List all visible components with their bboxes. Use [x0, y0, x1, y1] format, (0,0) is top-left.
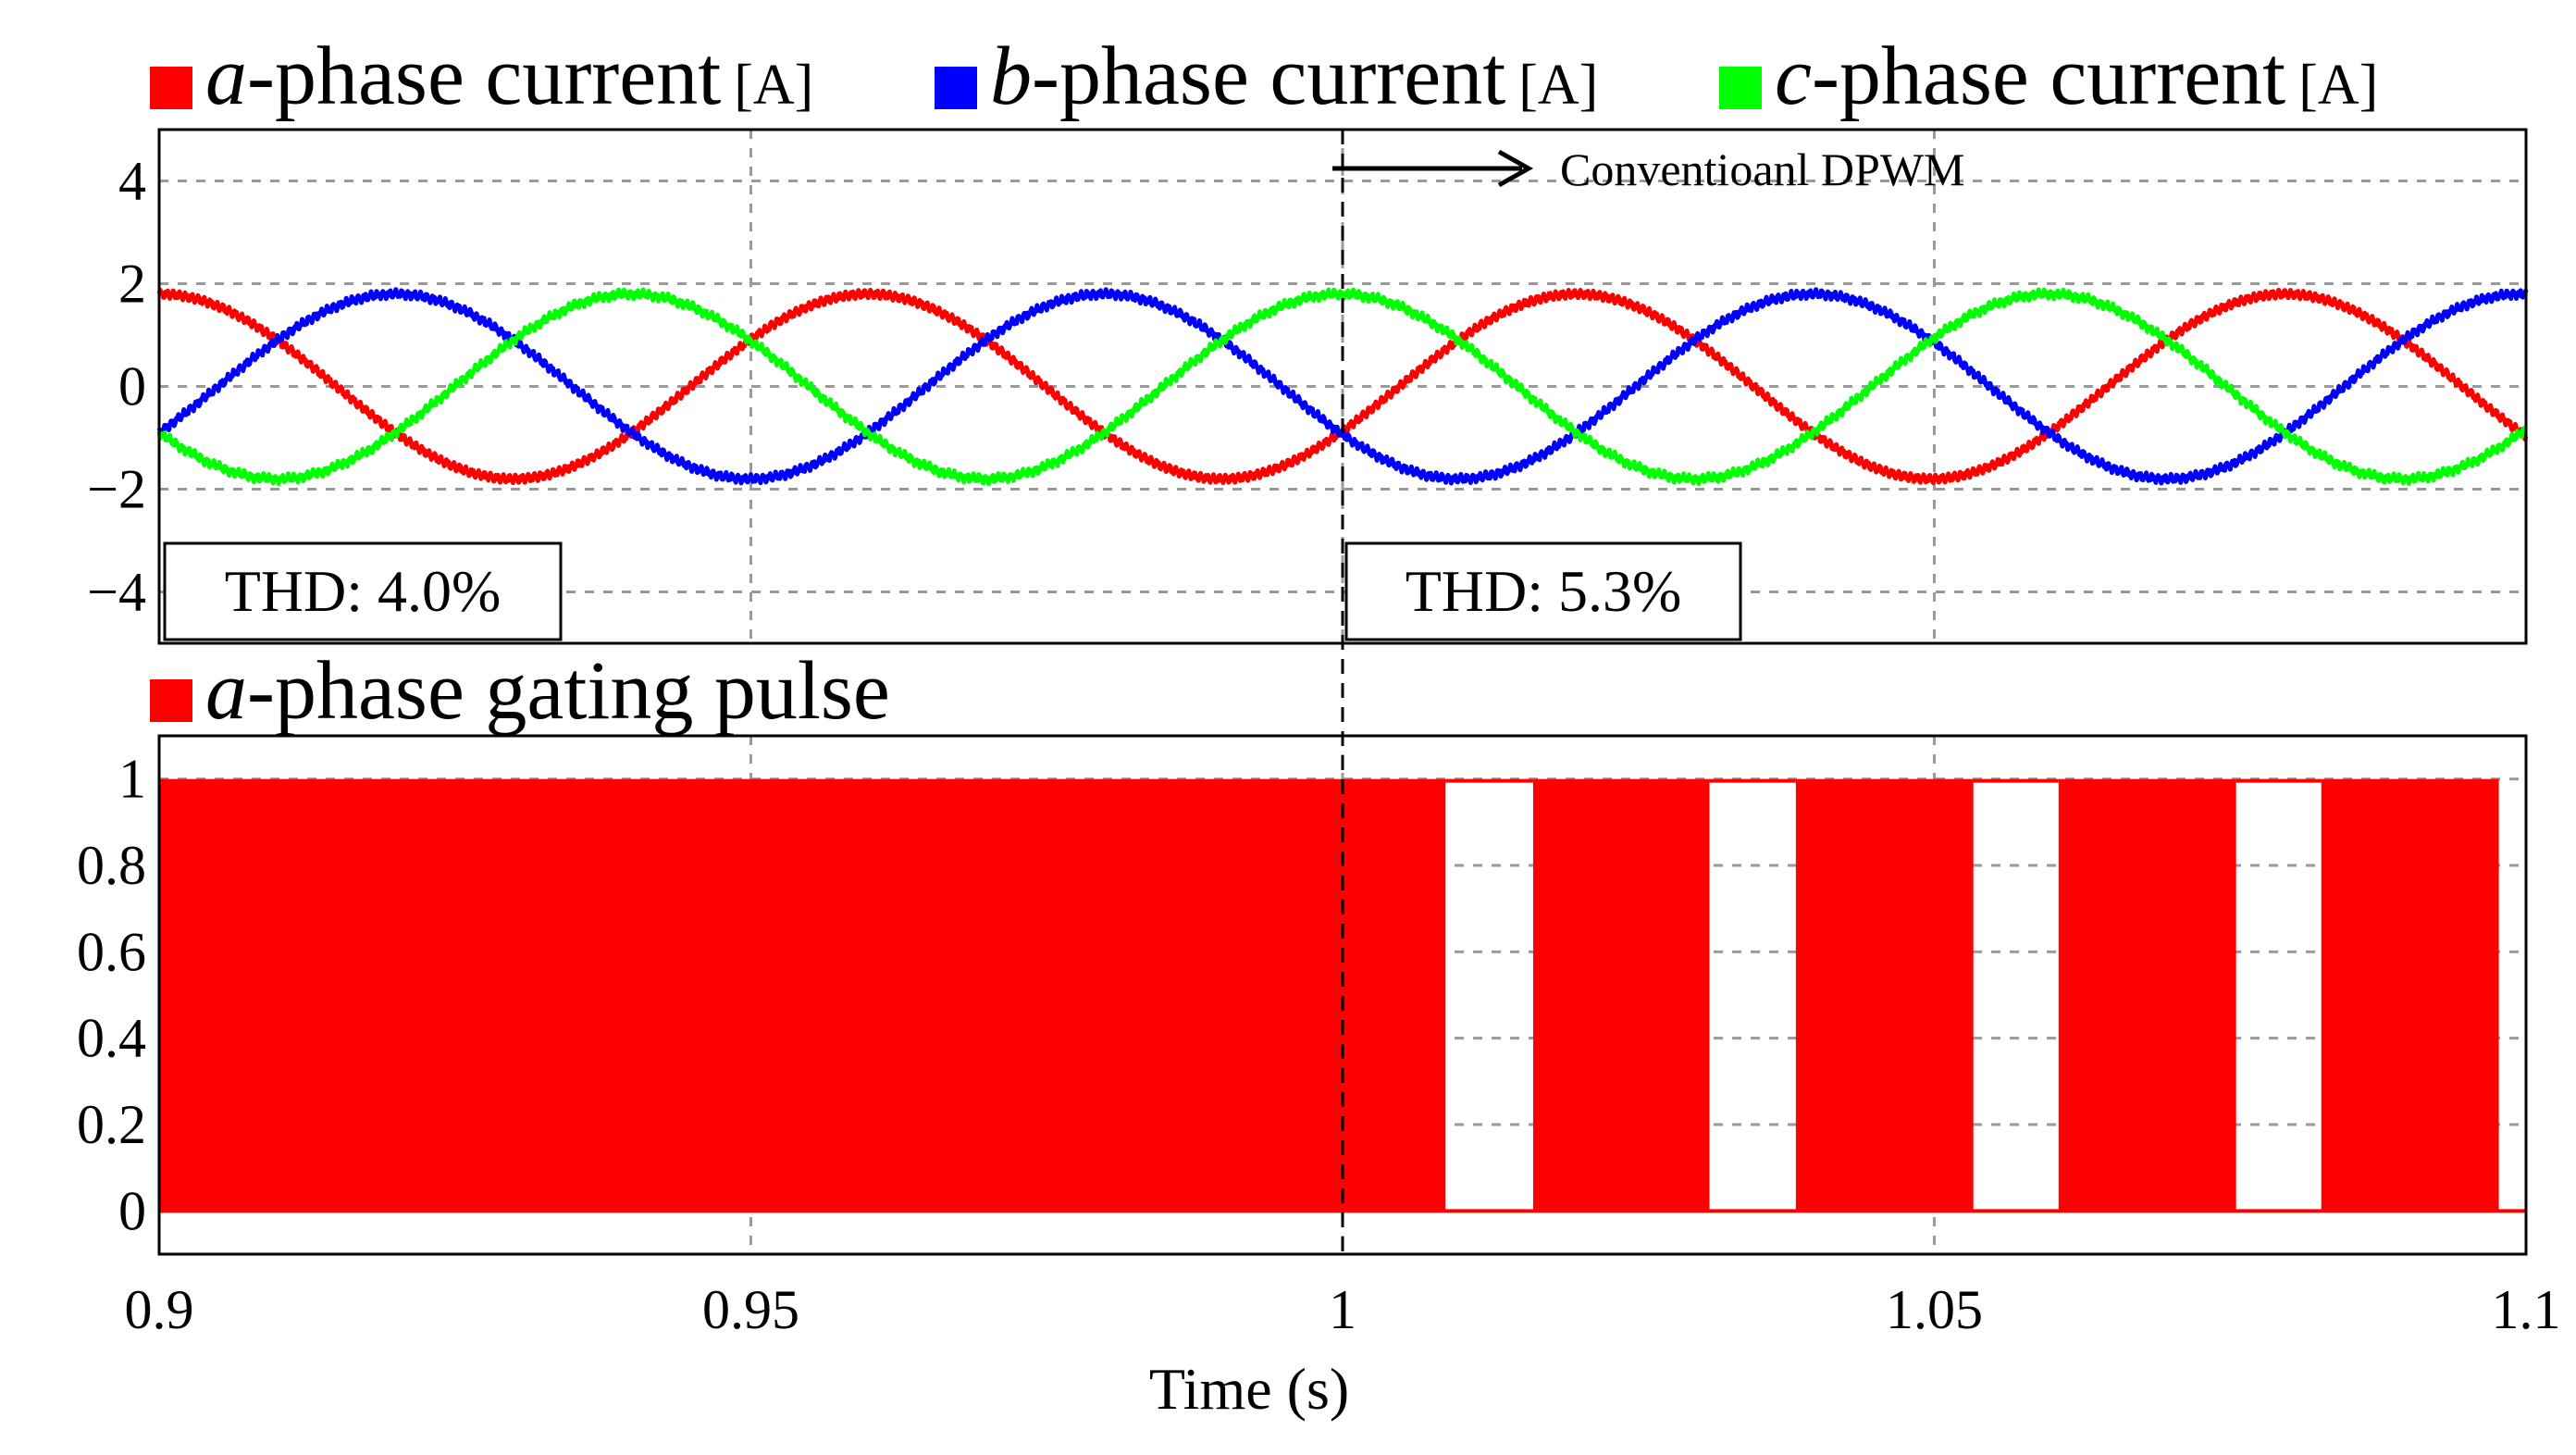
- gating-y-tick-label: 0.8: [77, 835, 146, 896]
- legend-label-c: -phase current: [1812, 31, 2285, 122]
- gating-y-tick-label: 0.4: [77, 1008, 146, 1069]
- thd-left-label: THD: 4.0%: [225, 558, 502, 624]
- x-tick-label: 1.1: [2492, 1279, 2561, 1340]
- thd-left-frame: [163, 541, 563, 641]
- legend-swatch-b: [935, 67, 977, 109]
- gating-y-tick-label: 0.2: [77, 1094, 146, 1155]
- legend-unit-a: [A]: [734, 54, 813, 117]
- current-y-tick-label: 2: [118, 254, 146, 315]
- legend-entry-c: c-phase current [A]: [1775, 31, 2378, 122]
- x-tick-label: 0.95: [702, 1279, 799, 1340]
- current-series-c: [156, 287, 2528, 486]
- current-y-tick-label: −2: [87, 459, 146, 520]
- thd-right-frame: [1344, 541, 1742, 641]
- gating-pulse-0: [159, 778, 1446, 1212]
- gating-y-tick-label: 0: [118, 1180, 146, 1241]
- thd-right-box: THD: 5.3%: [1344, 541, 1742, 641]
- legend-entry-gating: a-phase gating pulse: [205, 645, 890, 737]
- gating-pulse-4: [2321, 778, 2499, 1212]
- gating-legend: a-phase gating pulse: [150, 645, 890, 737]
- legend-entry-b: b-phase current [A]: [990, 31, 1598, 122]
- current-y-ticks: 4 2 0 −2 −4: [87, 151, 146, 623]
- arrow-label: Conventioanl DPWM: [1560, 143, 1964, 195]
- time-x-ticks: 0.9 0.95 1 1.05 1.1: [125, 1279, 2561, 1340]
- x-tick-label: 0.9: [125, 1279, 194, 1340]
- gating-y-ticks: 1 0.8 0.6 0.4 0.2 0: [77, 749, 146, 1242]
- current-y-tick-label: −4: [87, 562, 146, 623]
- thd-right-label: THD: 5.3%: [1406, 558, 1682, 624]
- x-tick-label: 1.05: [1886, 1279, 1983, 1340]
- legend-swatch-a: [150, 67, 192, 109]
- gating-y-tick-label: 0.6: [77, 921, 146, 982]
- legend-entry-a: a-phase current [A]: [205, 31, 813, 122]
- legend-unit-c: [A]: [2298, 54, 2378, 117]
- legend-var-gating: a: [205, 645, 247, 737]
- arrow-head-icon: [1497, 149, 1534, 188]
- gating-pulse-2: [1795, 778, 1974, 1212]
- legend-var-c: c: [1775, 31, 1812, 122]
- x-axis-title: Time (s): [1149, 1356, 1349, 1422]
- legend-label-b: -phase current: [1032, 31, 1505, 122]
- legend-swatch-gating: [150, 679, 192, 722]
- gating-pulse-3: [2058, 778, 2236, 1212]
- legend-label-gating: -phase gating pulse: [247, 645, 890, 737]
- dpwm-arrow: Conventioanl DPWM: [1332, 143, 1964, 195]
- legend-var-b: b: [990, 31, 1032, 122]
- gating-y-tick-label: 1: [118, 749, 146, 810]
- thd-left-box: THD: 4.0%: [163, 541, 563, 641]
- current-y-tick-label: 0: [118, 356, 146, 417]
- gating-pulses: [159, 778, 2526, 1213]
- current-legend: a-phase current [A] b-phase current [A] c-…: [150, 31, 2378, 122]
- legend-unit-b: [A]: [1518, 54, 1598, 117]
- x-tick-label: 1: [1329, 1279, 1356, 1340]
- legend-var-a: a: [205, 31, 247, 122]
- legend-swatch-c: [1719, 67, 1762, 109]
- current-y-tick-label: 4: [118, 151, 146, 212]
- legend-label-a: -phase current: [247, 31, 721, 122]
- gating-pulse-1: [1532, 778, 1710, 1212]
